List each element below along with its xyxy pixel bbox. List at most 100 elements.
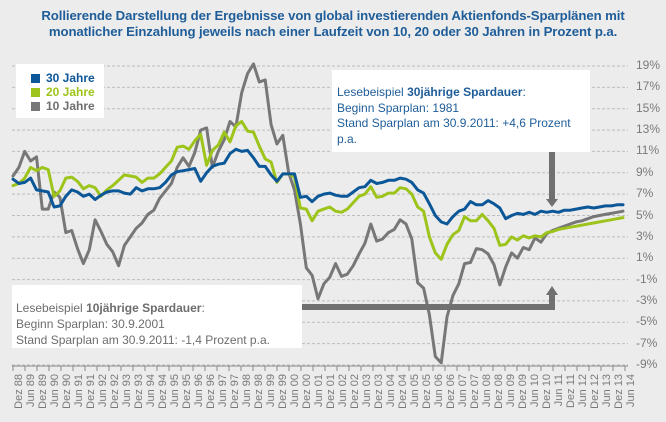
legend: 30 Jahre 20 Jahre 10 Jahre [16,64,104,118]
x-tick-label: Dez 07 [463,374,481,420]
x-tick-label: Dez 89 [31,374,49,420]
x-tick-label: Dez 94 [151,374,169,420]
x-tick-label: Jun 09 [499,374,517,420]
legend-item-20-jahre: 20 Jahre [31,85,95,99]
x-tick-label: Dez 97 [223,374,241,420]
x-tick-label: Dez 00 [295,374,313,420]
arrow-30-head [546,199,558,207]
y-tick-label: 13% [636,122,661,137]
annotation-30-bold: 30jährige Spardauer [407,85,523,99]
annotation-10-bold: 10jährige Spardauer [86,301,202,315]
annotation-10-jahre: Lesebeispiel 10jährige Spardauer: Beginn… [12,285,302,348]
arrow-10-horizontal [302,304,555,310]
arrow-10-head [546,286,558,295]
x-tick-label: Jun 08 [475,374,493,420]
legend-label-10: 10 Jahre [46,99,95,113]
x-tick-label: Dez 12 [583,374,601,420]
x-tick-label: Dez 99 [271,374,289,420]
y-tick-label: -9% [636,357,658,371]
x-tick-label: Dez 05 [415,374,433,420]
x-tick-label: Jun 03 [355,374,373,420]
annotation-10-line-1: Lesebeispiel 10jährige Spardauer: [16,301,270,317]
x-tick-label: Dez 92 [103,374,121,420]
grid-lines [12,65,628,366]
x-tick-label: Jun 07 [451,374,469,420]
x-tick-label: Jun 99 [259,374,277,420]
y-tick-label: 9% [636,164,654,179]
chart-title-line-1: Rollierende Darstellung der Ergebnisse v… [41,8,625,23]
x-tick-label: Dez 02 [343,374,361,420]
y-tick-label: -3% [636,292,658,307]
x-tick-label: Jun 02 [331,374,349,420]
arrow-30-shaft [549,152,555,200]
x-tick-label: Dez 91 [79,374,97,420]
y-tick-label: 17% [636,79,661,94]
x-tick-label: Jun 00 [283,374,301,420]
x-tick-label: Dez 08 [487,374,505,420]
legend-label-30: 30 Jahre [46,71,95,85]
x-tick-label: Jun 04 [379,374,397,420]
legend-item-10-jahre: 10 Jahre [31,99,95,113]
y-tick-label: 19% [636,58,661,72]
x-tick-label: Jun 14 [619,374,637,420]
annotation-10-suffix: : [201,301,205,315]
annotation-arrows [302,152,558,310]
x-tick-label: Dez 04 [391,374,409,420]
y-tick-label: 1% [636,250,654,265]
x-tick-label: Dez 98 [247,374,265,420]
x-tick-label: Jun 11 [547,374,565,420]
x-tick-label: Jun 89 [19,374,37,420]
y-tick-label: 11% [636,143,660,158]
x-tick-label: Jun 05 [403,374,421,420]
x-tick-label: Jun 97 [211,374,229,420]
x-tick-label: Jun 90 [43,374,61,420]
annotation-30-suffix: : [522,85,526,99]
x-tick-label: Jun 92 [91,374,109,420]
annotation-30-line-3: Stand Sparplan am 30.9.2011: +4,6 Prozen… [337,116,571,130]
x-tick-label: Dez 01 [319,374,337,420]
x-tick-label-text: Jun 14 [625,374,637,408]
x-tick-label: Jun 93 [115,374,133,420]
y-tick-label: 5% [636,207,654,222]
annotation-10-prefix: Lesebeispiel [16,301,87,315]
annotation-10-line-2: Beginn Sparplan: 30.9.2001 [16,316,165,331]
y-tick-label: 3% [636,228,654,243]
x-tick-label: Dez 88 [7,374,25,420]
y-tick-label: -5% [636,314,658,329]
series-line-10-jahre [11,62,625,365]
x-tick-label: Jun 94 [139,374,157,420]
y-tick-label: 15% [636,100,661,115]
annotation-30-line-4: p.a. [337,131,358,146]
x-tick-label: Jun 98 [235,374,253,420]
annotation-10-line-3: Stand Sparplan am 30.9.2011: -1,4 Prozen… [16,333,270,347]
x-tick-label: Dez 96 [199,374,217,420]
series-lines [11,62,625,365]
legend-label-20: 20 Jahre [46,85,95,99]
x-tick-label: Jun 12 [571,374,589,420]
x-tick-label: Jun 96 [187,374,205,420]
legend-swatch-20 [31,88,40,97]
legend-item-30-jahre: 30 Jahre [31,71,95,85]
y-tick-label: -7% [636,335,658,350]
x-tick-label: Jun 13 [595,374,613,420]
chart-title: Rollierende Darstellung der Ergebnisse v… [0,8,666,40]
x-tick-label: Dez 13 [607,374,625,420]
legend-swatch-10 [31,102,40,111]
x-axis [12,365,628,371]
x-tick-label: Jun 10 [523,374,541,420]
chart-title-line-2: monatlicher Einzahlung jeweils nach eine… [48,24,618,39]
x-tick-label: Jun 95 [163,374,181,420]
arrow-10-vertical [549,294,555,310]
x-tick-label: Dez 90 [55,374,73,420]
y-tick-label: -1% [636,271,658,286]
x-tick-label: Dez 09 [511,374,529,420]
x-tick-label: Dez 03 [367,374,385,420]
x-tick-label: Jun 01 [307,374,325,420]
y-tick-label: 7% [636,186,654,201]
annotation-30-prefix: Lesebeispiel [337,85,408,99]
series-line-30-jahre [11,147,625,226]
x-tick-label: Dez 06 [439,374,457,420]
annotation-30-jahre: Lesebeispiel 30jährige Spardauer: Beginn… [332,70,590,152]
x-tick-label: Dez 95 [175,374,193,420]
